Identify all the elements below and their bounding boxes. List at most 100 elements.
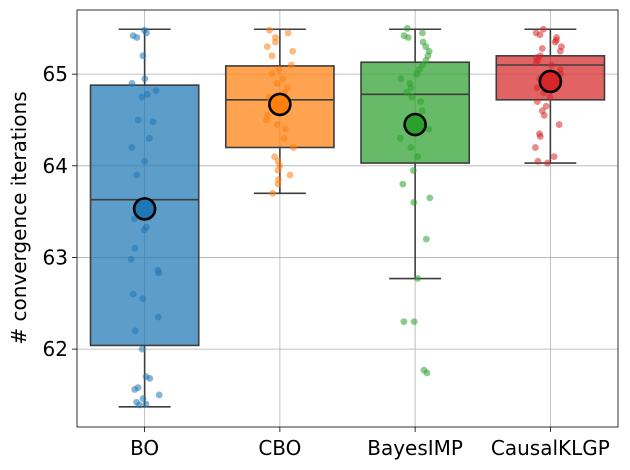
data-point	[140, 226, 148, 234]
data-point	[417, 98, 425, 106]
data-point	[139, 295, 147, 303]
data-point	[281, 125, 289, 133]
data-point	[426, 194, 434, 202]
data-point	[410, 199, 418, 206]
data-point	[542, 102, 550, 110]
data-point	[142, 400, 150, 408]
data-point	[399, 180, 407, 188]
data-point	[414, 153, 422, 161]
x-tick-label-bo: BO	[130, 436, 159, 460]
data-point	[407, 144, 415, 151]
data-point	[409, 166, 417, 174]
boxes-layer	[89, 28, 606, 408]
data-point	[555, 121, 563, 128]
data-point	[274, 180, 282, 188]
x-tick-label-causalklgp: CausalKLGP	[491, 436, 610, 460]
data-point	[136, 401, 143, 409]
data-point	[269, 189, 277, 197]
tick-labels-layer: 62 63 64 65 BO CBO BayesIMP CausalKLGP	[43, 62, 610, 460]
mean-marker-bo	[132, 197, 157, 221]
points-bo	[127, 26, 163, 409]
data-point	[149, 118, 157, 126]
data-point	[408, 93, 416, 101]
points-cbo	[262, 26, 297, 197]
data-point	[155, 391, 163, 399]
data-point	[532, 144, 539, 151]
data-point	[141, 157, 148, 165]
data-point	[540, 111, 548, 119]
data-point	[287, 61, 295, 69]
data-point	[131, 244, 139, 252]
data-point	[141, 75, 149, 83]
data-point	[273, 121, 281, 128]
data-point	[279, 75, 287, 83]
data-point	[418, 107, 426, 115]
data-point	[403, 24, 411, 32]
data-point	[263, 43, 271, 51]
data-point	[273, 79, 281, 87]
data-point	[290, 144, 297, 151]
data-point	[127, 255, 135, 263]
data-point	[274, 166, 282, 174]
data-point	[155, 269, 163, 277]
data-point	[410, 318, 418, 326]
points-causalklgp	[532, 25, 565, 167]
data-point	[134, 116, 142, 124]
data-point	[143, 29, 150, 37]
data-point	[146, 375, 154, 382]
data-point	[289, 47, 297, 55]
data-point	[138, 345, 146, 353]
data-point	[286, 171, 294, 179]
data-point	[419, 29, 426, 37]
data-point	[414, 275, 422, 282]
data-point	[404, 34, 412, 41]
data-point	[533, 98, 541, 106]
data-point	[262, 116, 270, 124]
data-point	[268, 70, 276, 78]
x-tick-label-cbo: CBO	[258, 436, 301, 460]
data-point	[536, 31, 544, 39]
data-point	[532, 59, 540, 67]
data-point	[275, 66, 283, 73]
mean-marker-causalklgp	[538, 69, 563, 94]
data-point	[139, 52, 147, 60]
y-axis-label: # convergence iterations	[7, 91, 31, 344]
data-point	[133, 171, 141, 179]
data-point	[423, 369, 431, 377]
data-point	[556, 47, 564, 55]
data-point	[551, 38, 559, 46]
jitter-points-layer	[127, 24, 565, 409]
data-point	[130, 215, 138, 223]
data-point	[131, 386, 139, 393]
mean-marker-bayesimp	[403, 112, 427, 137]
mean-marker-cbo	[268, 92, 292, 117]
data-point	[396, 134, 404, 142]
y-tick-label: 62	[43, 337, 68, 361]
iqr-box	[360, 61, 471, 164]
data-point	[538, 45, 546, 52]
data-point	[128, 144, 136, 151]
data-point	[266, 26, 273, 34]
x-tick-label-bayesimp: BayesIMP	[367, 436, 463, 460]
plot-frame	[76, 9, 619, 428]
data-point	[413, 70, 421, 78]
data-point	[539, 25, 547, 33]
data-point	[143, 90, 151, 98]
data-point	[145, 134, 153, 142]
data-point	[284, 29, 292, 37]
data-point	[534, 157, 542, 165]
data-point	[422, 235, 430, 243]
data-point	[548, 61, 555, 69]
data-point	[533, 84, 541, 92]
mean-markers-layer	[132, 69, 563, 221]
data-point	[271, 38, 279, 46]
data-point	[425, 125, 433, 133]
box-bayesimp	[360, 28, 471, 280]
data-point	[268, 52, 276, 60]
data-point	[154, 313, 162, 321]
data-point	[550, 153, 558, 161]
data-point	[138, 93, 146, 101]
y-tick-label: 65	[43, 62, 68, 86]
data-point	[407, 84, 415, 92]
